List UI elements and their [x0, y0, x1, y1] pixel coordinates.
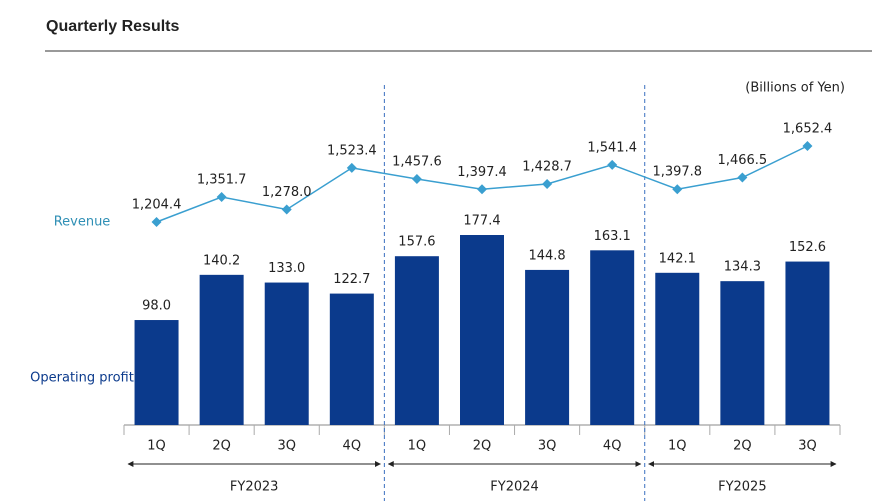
x-tick-label: 2Q [212, 439, 231, 454]
revenue-line [156, 145, 808, 223]
x-tick-label: 1Q [408, 439, 427, 454]
bar [525, 269, 570, 425]
line-label: 1,523.4 [327, 143, 377, 158]
line-marker [281, 204, 292, 215]
x-tick-label: 3Q [798, 439, 817, 454]
line-marker [346, 162, 357, 173]
line-marker [607, 159, 618, 170]
bar-label: 152.6 [789, 240, 826, 255]
line-label: 1,351.7 [197, 173, 247, 188]
bar-label: 163.1 [594, 229, 631, 244]
line-marker [216, 192, 227, 203]
chart-title: Quarterly Results [46, 18, 179, 35]
bar-label: 177.4 [463, 214, 500, 229]
bar [394, 256, 439, 425]
line-marker [672, 184, 683, 195]
line-label: 1,397.8 [652, 165, 702, 180]
bar-label: 140.2 [203, 253, 240, 268]
line-marker [411, 174, 422, 185]
series-label: Operating profit [30, 371, 134, 386]
bar [655, 272, 700, 425]
group-label: FY2025 [718, 480, 767, 495]
x-tick-label: 3Q [277, 439, 296, 454]
bar [199, 274, 244, 425]
bar [785, 261, 830, 425]
bar-label: 142.1 [659, 251, 696, 266]
bar-label: 122.7 [333, 272, 370, 287]
x-tick-label: 2Q [733, 439, 752, 454]
bar-label: 133.0 [268, 261, 305, 276]
line-label: 1,278.0 [262, 185, 312, 200]
line-label: 1,457.6 [392, 155, 442, 170]
bar [329, 293, 374, 425]
bar [134, 320, 179, 425]
bar [590, 250, 635, 425]
bar-label: 98.0 [142, 299, 171, 314]
line-marker [542, 178, 553, 189]
x-tick-label: 1Q [668, 439, 687, 454]
x-tick-label: 3Q [538, 439, 557, 454]
line-label: 1,397.4 [457, 165, 507, 180]
line-marker [737, 172, 748, 183]
unit-label: (Billions of Yen) [745, 81, 845, 96]
series-label: Revenue [54, 215, 111, 230]
bar-label: 134.3 [724, 260, 761, 275]
bar-label: 144.8 [528, 248, 565, 263]
x-tick-label: 4Q [603, 439, 622, 454]
line-label: 1,204.4 [132, 198, 182, 213]
x-tick-label: 4Q [343, 439, 362, 454]
line-label: 1,466.5 [718, 153, 768, 168]
line-label: 1,428.7 [522, 159, 572, 174]
bar [720, 281, 765, 425]
group-label: FY2024 [490, 480, 539, 495]
group-label: FY2023 [230, 480, 279, 495]
line-label: 1,652.4 [783, 122, 833, 137]
line-label: 1,541.4 [587, 140, 637, 155]
bar-label: 157.6 [398, 235, 435, 250]
line-marker [802, 141, 813, 151]
line-marker [477, 184, 487, 195]
x-tick-label: 2Q [473, 439, 492, 454]
bar [460, 235, 504, 425]
bar [264, 282, 309, 425]
line-marker [151, 217, 162, 227]
x-tick-label: 1Q [147, 439, 166, 454]
